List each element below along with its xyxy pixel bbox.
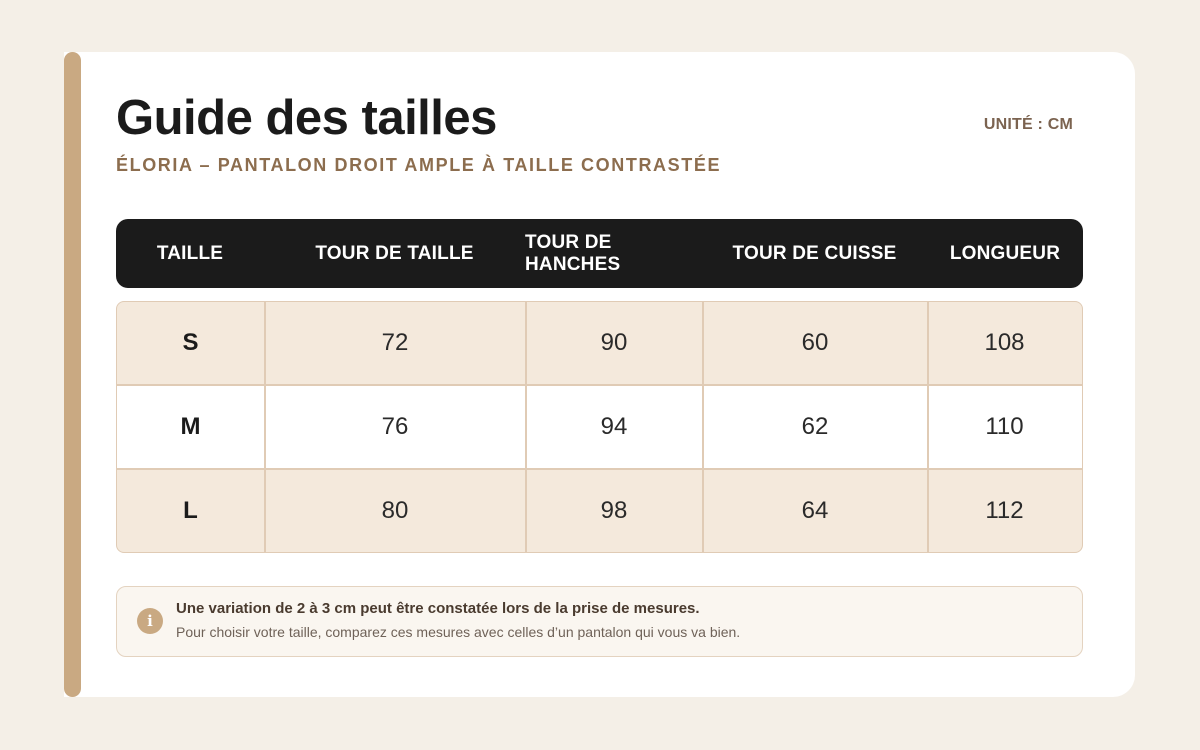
waist-cell: 72 — [381, 329, 409, 356]
thigh-cell: 62 — [801, 413, 829, 440]
accent-bar — [64, 52, 81, 697]
column-header-hips: TOUR DE HANCHES — [525, 231, 621, 275]
thigh-cell: 64 — [801, 497, 829, 524]
info-icon: i — [137, 608, 163, 634]
table-row: M 76 94 62 110 — [116, 385, 1083, 469]
table-row: L 80 98 64 112 — [116, 469, 1083, 553]
size-table-body: S 72 90 60 108 M 76 94 62 110 L 80 9 — [116, 301, 1083, 553]
column-header-thigh: TOUR DE CUISSE — [732, 242, 897, 264]
note-sub-text: Pour choisir votre taille, comparez ces … — [176, 624, 741, 640]
unit-label: UNITÉ : CM — [983, 116, 1073, 133]
length-cell: 110 — [985, 413, 1024, 440]
hips-cell: 98 — [600, 497, 628, 524]
column-header-size: TAILLE — [156, 242, 224, 264]
size-guide-card: Guide des tailles ÉLORIA – PANTALON DROI… — [64, 52, 1135, 697]
page-title: Guide des tailles — [116, 91, 497, 145]
length-cell: 108 — [984, 329, 1025, 356]
waist-cell: 76 — [381, 413, 409, 440]
hips-cell: 90 — [600, 329, 628, 356]
hips-cell: 94 — [600, 413, 628, 440]
column-header-waist: TOUR DE TAILLE — [315, 242, 474, 264]
length-cell: 112 — [985, 497, 1024, 524]
table-row: S 72 90 60 108 — [116, 301, 1083, 385]
thigh-cell: 60 — [801, 329, 829, 356]
table-header: TAILLE TOUR DE TAILLE TOUR DE HANCHES TO… — [116, 219, 1083, 288]
product-subtitle: ÉLORIA – PANTALON DROIT AMPLE À TAILLE C… — [116, 155, 722, 175]
measurement-note: i Une variation de 2 à 3 cm peut être co… — [116, 586, 1083, 657]
size-cell: L — [183, 497, 198, 524]
size-cell: S — [182, 329, 199, 356]
note-main-text: Une variation de 2 à 3 cm peut être cons… — [176, 600, 700, 617]
column-header-length: LONGUEUR — [949, 242, 1061, 264]
waist-cell: 80 — [381, 497, 409, 524]
size-cell: M — [180, 413, 201, 440]
